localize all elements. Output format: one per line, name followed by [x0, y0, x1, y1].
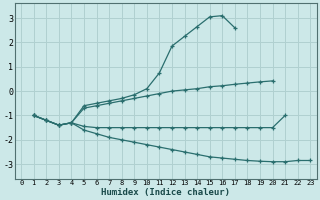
X-axis label: Humidex (Indice chaleur): Humidex (Indice chaleur) — [101, 188, 230, 197]
